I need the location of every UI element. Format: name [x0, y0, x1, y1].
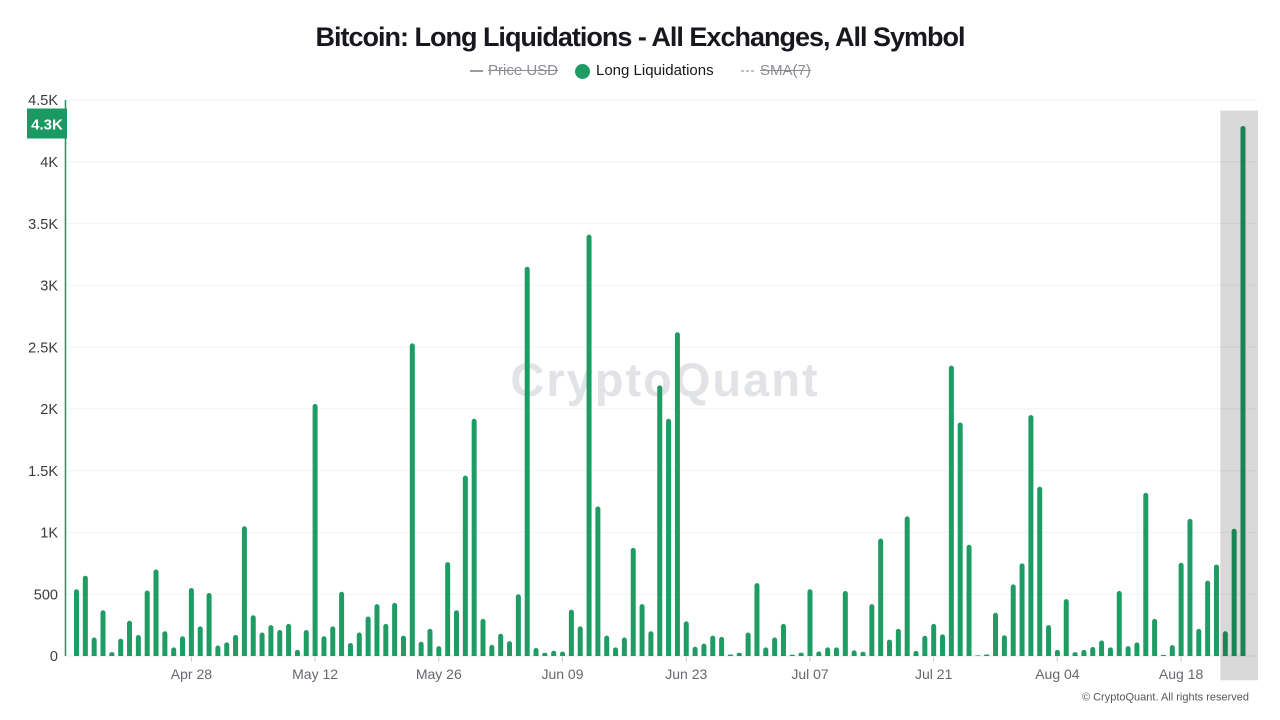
- svg-text:4.3K: 4.3K: [31, 117, 63, 134]
- svg-text:Jul 07: Jul 07: [791, 666, 829, 682]
- svg-text:4K: 4K: [40, 155, 58, 171]
- svg-text:Jun 23: Jun 23: [665, 666, 707, 682]
- svg-text:2K: 2K: [40, 402, 58, 418]
- svg-text:0: 0: [50, 649, 58, 665]
- svg-text:500: 500: [34, 587, 58, 603]
- svg-text:Aug 18: Aug 18: [1159, 666, 1204, 682]
- svg-text:Jun 09: Jun 09: [541, 666, 583, 682]
- svg-text:May 12: May 12: [292, 666, 338, 682]
- svg-text:Jul 21: Jul 21: [915, 666, 953, 682]
- svg-text:1.5K: 1.5K: [28, 464, 58, 480]
- svg-text:Aug 04: Aug 04: [1035, 666, 1080, 682]
- svg-text:May 26: May 26: [416, 666, 462, 682]
- svg-text:© CryptoQuant. All rights rese: © CryptoQuant. All rights reserved: [1082, 692, 1249, 704]
- svg-text:4.5K: 4.5K: [28, 93, 58, 109]
- svg-text:2.5K: 2.5K: [28, 340, 58, 356]
- svg-text:Apr 28: Apr 28: [171, 666, 212, 682]
- svg-text:3.5K: 3.5K: [28, 217, 58, 233]
- svg-text:3K: 3K: [40, 279, 58, 295]
- svg-text:CryptoQuant: CryptoQuant: [510, 353, 819, 406]
- svg-text:1K: 1K: [40, 526, 58, 542]
